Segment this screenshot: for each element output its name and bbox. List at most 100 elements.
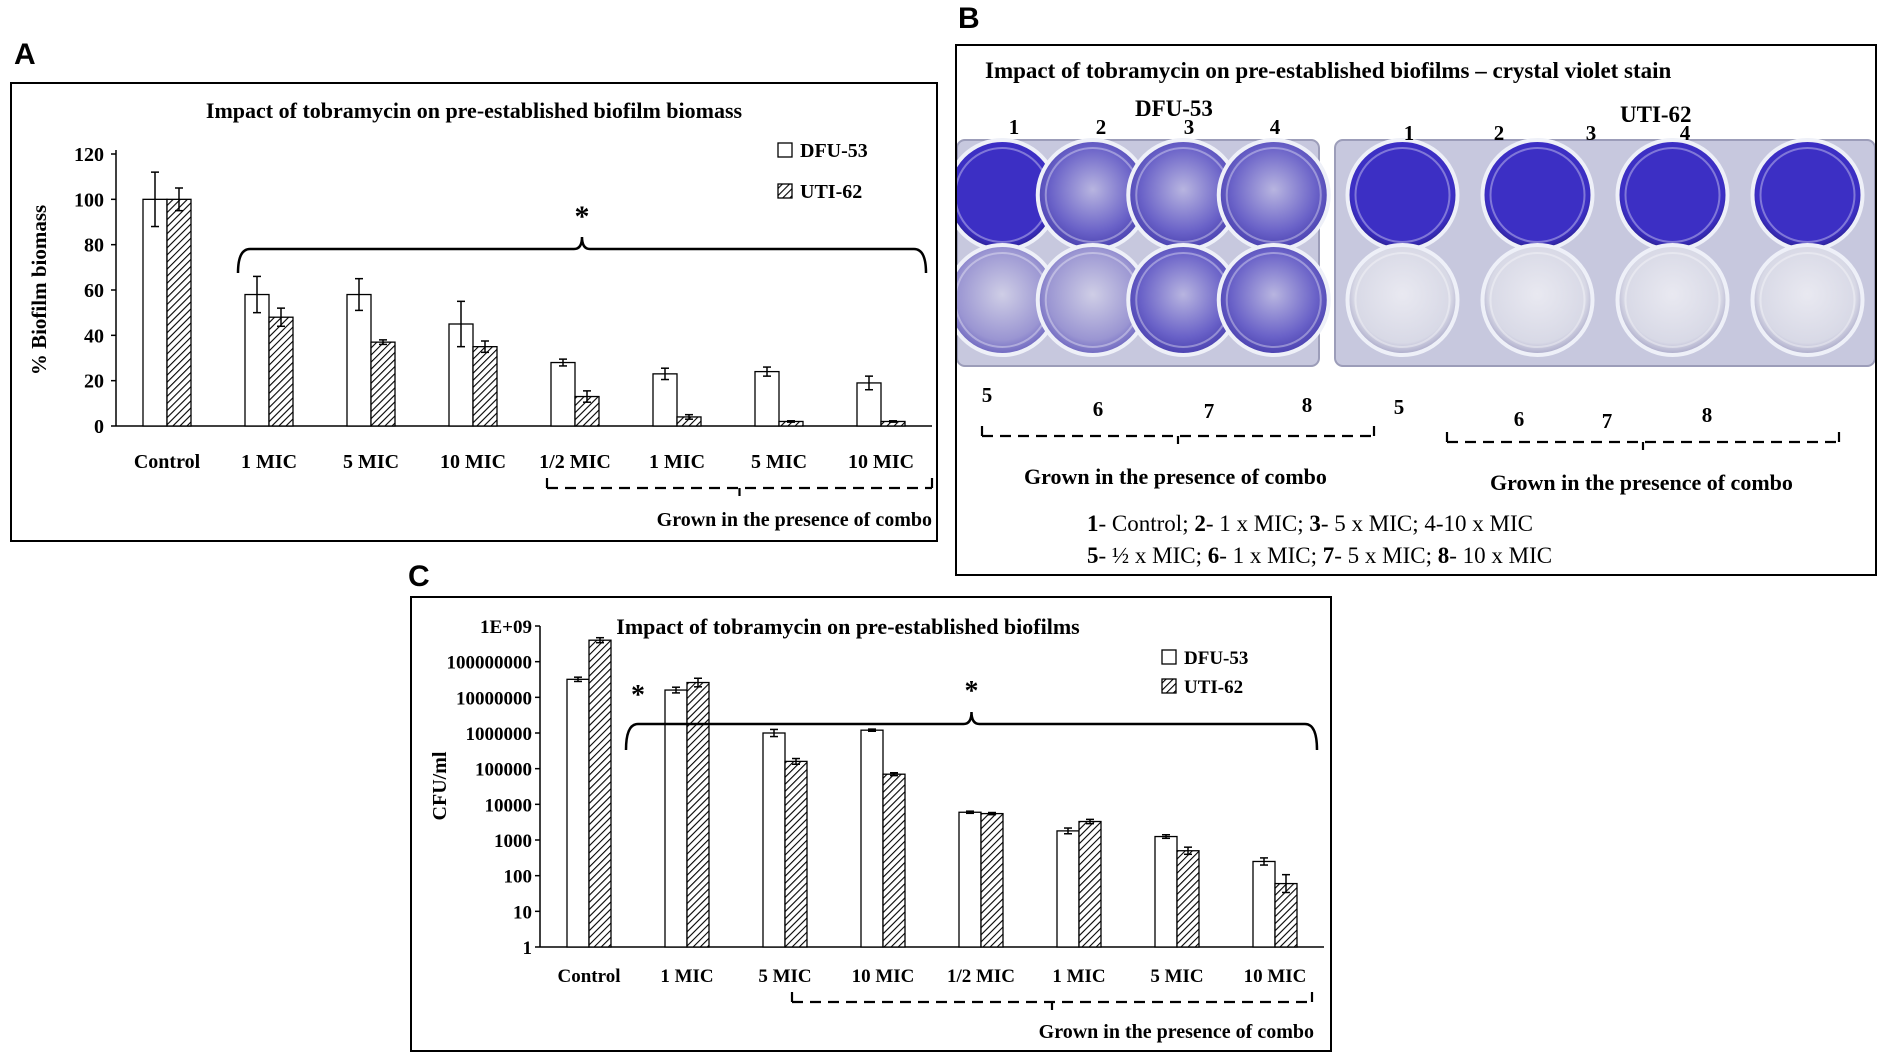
- chart-a-ytick-label: 0: [94, 416, 104, 438]
- chart-a-bar-uti62: [472, 346, 498, 427]
- chart-a-ytick-label: 100: [74, 189, 104, 211]
- legend-text: - 10 x MIC: [1449, 543, 1553, 568]
- panel-letter-a: A: [14, 38, 36, 71]
- chart-a-ytick-label: 120: [74, 144, 104, 166]
- legend-number: 7: [1322, 543, 1335, 568]
- legend-text: - Control;: [1098, 511, 1195, 536]
- chart-c-bar-uti62: [1176, 850, 1200, 948]
- chart-c-ytick-label: 1: [523, 938, 533, 959]
- chart-c-bar-dfu53: [1252, 860, 1276, 948]
- plate-well-rim-left: [1225, 252, 1322, 348]
- chart-c-ytick-label: 10: [513, 902, 532, 923]
- legend-number: 5: [1087, 543, 1099, 568]
- chart-a-bar-dfu53: [754, 370, 780, 427]
- photo-right-label: UTI-62: [1620, 102, 1692, 127]
- chart-c-ytick-label: 100: [504, 867, 533, 888]
- chart-c-bar-uti62: [1078, 820, 1102, 948]
- legend-number: 8: [1437, 543, 1450, 568]
- plate-number-top-left: 2: [1096, 115, 1107, 139]
- plate-number-bottom-left: 5: [982, 383, 993, 407]
- plate-well-rim-left: [1225, 147, 1322, 243]
- chart-a-category-label: 1 MIC: [241, 451, 297, 473]
- chart-c-bar-uti62: [882, 773, 906, 948]
- chart-c-ylabel: CFU/ml: [429, 751, 451, 820]
- chart-c: Impact of tobramycin on pre-established …: [429, 614, 1324, 1043]
- plate-well-right: [1480, 138, 1595, 252]
- chart-a-bar-dfu53: [142, 198, 168, 427]
- chart-c-legend-dfu53: DFU-53: [1184, 648, 1248, 669]
- chart-c-bar-uti62: [980, 812, 1004, 948]
- chart-a-bar-uti62: [370, 341, 396, 427]
- plate-number-top-left: 3: [1184, 115, 1195, 139]
- chart-c-ytick-label: 100000000: [447, 653, 533, 674]
- chart-a-category-label: 5 MIC: [343, 451, 399, 473]
- chart-c-ytick-label: 1000: [494, 831, 532, 852]
- chart-a-asterisk: *: [575, 200, 590, 233]
- plate-well-left: [1216, 243, 1331, 357]
- chart-c-category-label: 5 MIC: [1150, 966, 1203, 987]
- plate-number-bottom-right: 7: [1602, 409, 1613, 433]
- chart-c-bar-uti62: [588, 639, 612, 948]
- chart-a-legend-swatch-uti62: [777, 183, 793, 199]
- chart-c-bar-uti62: [686, 681, 710, 948]
- photo-left-label: DFU-53: [1135, 96, 1213, 121]
- plate-number-top-right: 2: [1494, 121, 1505, 145]
- chart-a-category-label: 5 MIC: [751, 451, 807, 473]
- plate-number-bottom-left: 8: [1302, 393, 1313, 417]
- plate-number-top-right: 1: [1404, 121, 1415, 145]
- chart-c-ytick-label: 100000: [475, 760, 532, 781]
- chart-a-bar-uti62: [268, 316, 294, 427]
- chart-a-bar-uti62: [574, 395, 600, 427]
- plate-well-rim-right: [1624, 147, 1721, 243]
- chart-c-ytick-label: 10000000: [456, 688, 532, 709]
- chart-c-bar-dfu53: [664, 689, 688, 948]
- plate-well-right: [1345, 243, 1460, 357]
- plate-well-right: [1480, 243, 1595, 357]
- panel-c: Impact of tobramycin on pre-established …: [410, 596, 1332, 1052]
- plate-number-bottom-left: 6: [1093, 397, 1104, 421]
- plate-well-right: [1750, 138, 1865, 252]
- chart-a-ytick-label: 40: [84, 325, 104, 347]
- chart-c-category-label: 1/2 MIC: [947, 966, 1015, 987]
- panel-a: Impact of tobramycin on pre-established …: [10, 82, 938, 542]
- plate-number-top-right: 3: [1586, 121, 1597, 145]
- photo-legend-line2: 5- ½ x MIC; 6- 1 x MIC; 7- 5 x MIC; 8- 1…: [1087, 543, 1552, 569]
- chart-c-legend-uti62: UTI-62: [1184, 677, 1243, 698]
- plate-number-top-right: 4: [1680, 121, 1691, 145]
- chart-c-bar-uti62: [784, 760, 808, 948]
- panel-letter-b: B: [958, 2, 980, 35]
- chart-a-legend-dfu53: DFU-53: [800, 140, 868, 162]
- chart-c-bar-dfu53: [1154, 835, 1178, 948]
- chart-a-ylabel: % Biofilm biomass: [27, 205, 51, 375]
- chart-a-bar-uti62: [166, 198, 192, 427]
- chart-a-bar-dfu53: [652, 373, 678, 427]
- chart-c-bar-dfu53: [958, 811, 982, 948]
- chart-c-bar-dfu53: [1056, 830, 1080, 948]
- chart-c-legend-swatch-uti62: [1161, 678, 1177, 694]
- chart-c-category-label: 1 MIC: [660, 966, 713, 987]
- chart-a-bar-dfu53: [550, 361, 576, 427]
- chart-c-bar-dfu53: [566, 678, 590, 948]
- chart-a-category-label: 1 MIC: [649, 451, 705, 473]
- legend-text: - 5 x MIC; 4-10 x MIC: [1320, 511, 1533, 536]
- chart-c-group-label: Grown in the presence of combo: [1039, 1021, 1314, 1043]
- chart-c-asterisk-1: *: [631, 680, 645, 711]
- plate-well-right: [1345, 138, 1460, 252]
- photo-title: Impact of tobramycin on pre-established …: [985, 58, 1672, 83]
- photo-group-label-left: Grown in the presence of combo: [1024, 464, 1327, 489]
- plate-well-rim-right: [1354, 147, 1451, 243]
- plate-well-left: [1216, 138, 1331, 252]
- plate-well-rim-right: [1489, 147, 1586, 243]
- chart-a: Impact of tobramycin on pre-established …: [27, 98, 934, 531]
- photo-group-label-right: Grown in the presence of combo: [1490, 470, 1793, 495]
- legend-text: - 1 x MIC;: [1205, 511, 1310, 536]
- legend-text: - 1 x MIC;: [1219, 543, 1323, 568]
- legend-number: 6: [1207, 543, 1220, 568]
- chart-c-title: Impact of tobramycin on pre-established …: [616, 614, 1080, 639]
- chart-a-bar-dfu53: [346, 293, 372, 427]
- chart-c-category-label: 10 MIC: [1244, 966, 1307, 987]
- legend-text: - ½ x MIC;: [1098, 543, 1208, 568]
- panel-b: Impact of tobramycin on pre-established …: [955, 44, 1877, 576]
- plate-number-bottom-right: 5: [1394, 395, 1405, 419]
- plate-right: [1334, 139, 1875, 367]
